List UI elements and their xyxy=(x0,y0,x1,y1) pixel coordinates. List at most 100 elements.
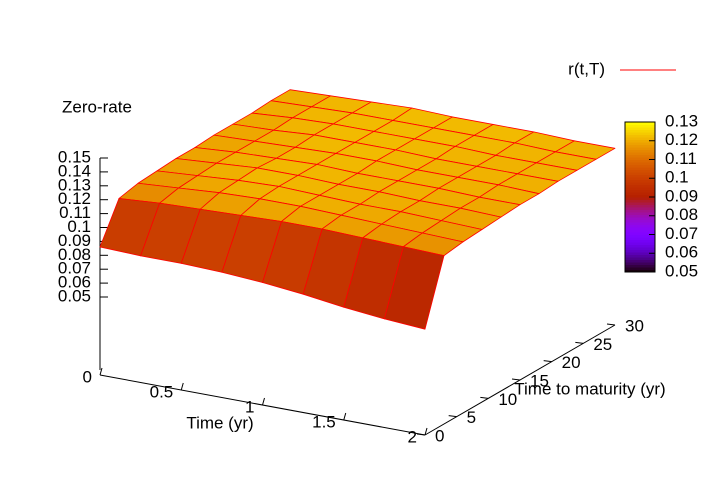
colorbar-strip xyxy=(625,142,655,145)
colorbar-strip xyxy=(625,239,655,243)
colorbar-strip xyxy=(625,162,655,165)
z-tick-label: 0.1 xyxy=(67,217,91,236)
colorbar-strip xyxy=(625,204,655,208)
x-tick xyxy=(424,427,428,436)
x-tick-label: 1 xyxy=(245,397,254,416)
colorbar-strip xyxy=(625,234,655,238)
colorbar-strip xyxy=(625,199,655,203)
colorbar-strip xyxy=(625,159,655,163)
x-tick xyxy=(99,367,103,376)
colorbar-tick-label: 0.06 xyxy=(665,243,698,262)
colorbar-strip xyxy=(625,254,655,258)
y-tick-label: 0 xyxy=(435,426,444,445)
colorbar-strip xyxy=(625,167,655,170)
x-tick-label: 1.5 xyxy=(312,412,336,431)
colorbar-tick-label: 0.08 xyxy=(665,205,698,224)
z-tick-label: 0.13 xyxy=(58,175,91,194)
z-tick-label: 0.12 xyxy=(58,189,91,208)
z-tick-label: 0.07 xyxy=(58,259,91,278)
colorbar-tick-label: 0.1 xyxy=(665,168,689,187)
colorbar-strip xyxy=(625,232,655,235)
colorbar-strip xyxy=(625,189,655,193)
x-tick-label: 0.5 xyxy=(150,382,174,401)
x-tick-label: 2 xyxy=(408,427,417,446)
z-axis-label: Zero-rate xyxy=(62,97,132,116)
y-tick xyxy=(543,360,552,363)
y-tick xyxy=(416,433,426,436)
colorbar-strip xyxy=(625,262,655,265)
colorbar-strip xyxy=(625,202,655,205)
colorbar-strip xyxy=(625,229,655,233)
colorbar-strip xyxy=(625,224,655,228)
y-tick xyxy=(511,378,521,381)
x-tick xyxy=(262,397,265,406)
z-tick-label: 0.11 xyxy=(59,203,91,222)
colorbar-tick-label: 0.07 xyxy=(665,224,698,243)
colorbar-tick-label: 0.11 xyxy=(665,149,697,168)
colorbar-strip xyxy=(625,219,655,223)
x-tick xyxy=(343,412,347,421)
legend-label: r(t,T) xyxy=(568,59,605,78)
colorbar-strip xyxy=(625,212,655,215)
colorbar-strip xyxy=(625,259,655,263)
colorbar-tick-label: 0.05 xyxy=(665,261,698,280)
colorbar-strip xyxy=(625,217,655,220)
colorbar-strip xyxy=(625,139,655,143)
colorbar-strip xyxy=(625,147,655,150)
colorbar-strip xyxy=(625,249,655,253)
colorbar-strip xyxy=(625,187,655,190)
colorbar-strip xyxy=(625,184,655,188)
x-tick xyxy=(180,382,184,391)
colorbar-strip xyxy=(625,182,655,185)
y-axis-label: Time to maturity (yr) xyxy=(514,379,665,398)
colorbar-strip xyxy=(625,134,655,138)
y-tick-label: 10 xyxy=(498,390,517,409)
colorbar-strip xyxy=(625,122,655,125)
y-tick xyxy=(575,341,584,344)
z-tick-label: 0.09 xyxy=(58,231,91,250)
colorbar-strip xyxy=(625,269,655,273)
colorbar-strip xyxy=(625,144,655,148)
colorbar-strip xyxy=(625,127,655,130)
y-tick-label: 20 xyxy=(562,353,581,372)
colorbar-strip xyxy=(625,222,655,225)
y-tick xyxy=(448,415,457,418)
y-tick-label: 15 xyxy=(530,371,549,390)
colorbar-strip xyxy=(625,194,655,198)
colorbar-strip xyxy=(625,129,655,133)
colorbar-strip xyxy=(625,214,655,218)
y-tick-label: 25 xyxy=(593,335,612,354)
colorbar-strip xyxy=(625,137,655,140)
colorbar-strip xyxy=(625,237,655,240)
colorbar-strip xyxy=(625,152,655,155)
z-tick-label: 0.05 xyxy=(58,286,91,305)
colorbar-strip xyxy=(625,207,655,210)
colorbar-strip xyxy=(625,267,655,270)
surface-cell xyxy=(383,246,445,330)
y-tick-label: 30 xyxy=(625,316,644,335)
colorbar-strip xyxy=(625,149,655,153)
colorbar-tick-label: 0.09 xyxy=(665,186,698,205)
colorbar-strip xyxy=(625,132,655,135)
colorbar-strip xyxy=(625,227,655,230)
colorbar-strip xyxy=(625,172,655,175)
colorbar-strip xyxy=(625,197,655,200)
colorbar-strip xyxy=(625,244,655,248)
colorbar-strip xyxy=(625,169,655,173)
colorbar-strip xyxy=(625,257,655,260)
colorbar-strip xyxy=(625,177,655,180)
colorbar-strip xyxy=(625,247,655,250)
colorbar-strip xyxy=(625,124,655,128)
colorbar-strip xyxy=(625,242,655,245)
z-tick-label: 0.08 xyxy=(58,245,91,264)
colorbar-tick-label: 0.12 xyxy=(665,130,698,149)
colorbar-strip xyxy=(625,154,655,158)
z-tick-label: 0.06 xyxy=(58,273,91,292)
colorbar-strip xyxy=(625,157,655,160)
colorbar-strip xyxy=(625,252,655,255)
colorbar-strip xyxy=(625,179,655,183)
colorbar-strip xyxy=(625,164,655,168)
y-tick xyxy=(480,396,489,399)
colorbar-strip xyxy=(625,174,655,178)
